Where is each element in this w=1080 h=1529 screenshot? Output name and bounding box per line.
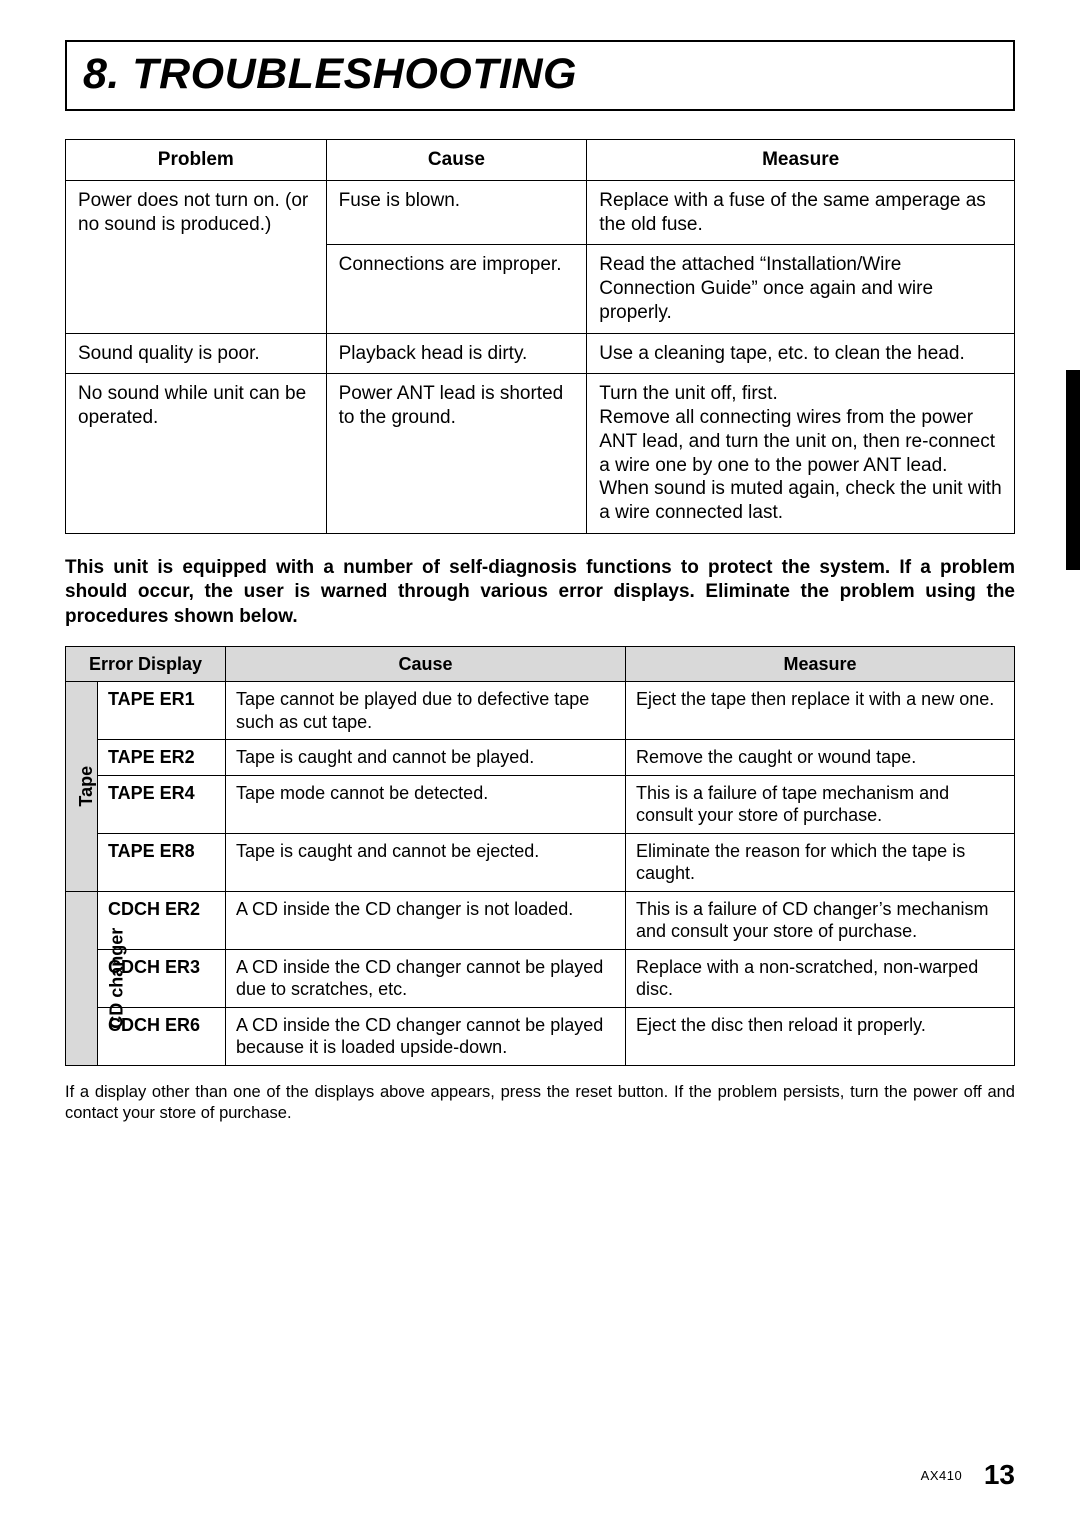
table-row: No sound while unit can be operated. Pow… <box>66 374 1015 534</box>
manual-page: 8. TROUBLESHOOTING Problem Cause Measure… <box>0 0 1080 1529</box>
cell-error-code: TAPE ER1 <box>98 682 226 740</box>
table-row: TAPE ER2 Tape is caught and cannot be pl… <box>66 740 1015 776</box>
col-header-problem: Problem <box>66 140 327 181</box>
cell-cause: A CD inside the CD changer cannot be pla… <box>226 1007 626 1065</box>
table-header-row: Error Display Cause Measure <box>66 646 1015 682</box>
table-row: TAPE ER4 Tape mode cannot be detected. T… <box>66 775 1015 833</box>
col-header-cause: Cause <box>326 140 587 181</box>
cell-measure: This is a failure of CD changer’s mechan… <box>626 891 1015 949</box>
table-header-row: Problem Cause Measure <box>66 140 1015 181</box>
cell-measure: Use a cleaning tape, etc. to clean the h… <box>587 333 1015 374</box>
page-footer: AX410 13 <box>921 1459 1015 1491</box>
section-title-box: 8. TROUBLESHOOTING <box>65 40 1015 111</box>
cell-cause: Tape is caught and cannot be played. <box>226 740 626 776</box>
page-number: 13 <box>984 1459 1015 1490</box>
cell-cause: Tape cannot be played due to defective t… <box>226 682 626 740</box>
table-row: Power does not turn on. (or no sound is … <box>66 180 1015 245</box>
cell-measure: Read the attached “Installation/Wire Con… <box>587 245 1015 333</box>
col-header-measure: Measure <box>626 646 1015 682</box>
cell-error-code: TAPE ER2 <box>98 740 226 776</box>
group-label-text: Tape <box>75 766 98 807</box>
intro-paragraph: This unit is equipped with a number of s… <box>65 556 1015 630</box>
cell-cause: A CD inside the CD changer cannot be pla… <box>226 949 626 1007</box>
cell-problem: Power does not turn on. (or no sound is … <box>66 180 327 333</box>
cell-problem: No sound while unit can be operated. <box>66 374 327 534</box>
table-row: CDCH ER6 A CD inside the CD changer cann… <box>66 1007 1015 1065</box>
cell-cause: Playback head is dirty. <box>326 333 587 374</box>
cell-measure: Replace with a non-scratched, non-warped… <box>626 949 1015 1007</box>
cell-measure: Eliminate the reason for which the tape … <box>626 833 1015 891</box>
cell-cause: Power ANT lead is shorted to the ground. <box>326 374 587 534</box>
cell-cause: Tape is caught and cannot be ejected. <box>226 833 626 891</box>
col-header-cause: Cause <box>226 646 626 682</box>
thumb-tab <box>1066 370 1080 570</box>
cell-cause: Tape mode cannot be detected. <box>226 775 626 833</box>
model-number: AX410 <box>921 1468 963 1483</box>
group-label-tape: Tape <box>66 682 98 892</box>
cell-measure: This is a failure of tape mechanism and … <box>626 775 1015 833</box>
table-row: CDCH ER3 A CD inside the CD changer cann… <box>66 949 1015 1007</box>
cell-measure: Replace with a fuse of the same amperage… <box>587 180 1015 245</box>
error-display-table: Error Display Cause Measure Tape TAPE ER… <box>65 646 1015 1066</box>
cell-problem: Sound quality is poor. <box>66 333 327 374</box>
cell-error-code: TAPE ER8 <box>98 833 226 891</box>
col-header-measure: Measure <box>587 140 1015 181</box>
cell-cause: Connections are improper. <box>326 245 587 333</box>
cell-error-code: TAPE ER4 <box>98 775 226 833</box>
troubleshooting-table: Problem Cause Measure Power does not tur… <box>65 139 1015 534</box>
table-row: CD changer CDCH ER2 A CD inside the CD c… <box>66 891 1015 949</box>
cell-cause: A CD inside the CD changer is not loaded… <box>226 891 626 949</box>
table-row: TAPE ER8 Tape is caught and cannot be ej… <box>66 833 1015 891</box>
cell-measure: Turn the unit off, first. Remove all con… <box>587 374 1015 534</box>
cell-measure: Eject the tape then replace it with a ne… <box>626 682 1015 740</box>
cell-cause: Fuse is blown. <box>326 180 587 245</box>
section-title: 8. TROUBLESHOOTING <box>83 50 577 98</box>
cell-measure: Eject the disc then reload it properly. <box>626 1007 1015 1065</box>
group-label-text: CD changer <box>105 928 128 1029</box>
table-row: Sound quality is poor. Playback head is … <box>66 333 1015 374</box>
cell-measure: Remove the caught or wound tape. <box>626 740 1015 776</box>
footnote: If a display other than one of the displ… <box>65 1082 1015 1123</box>
table-row: Tape TAPE ER1 Tape cannot be played due … <box>66 682 1015 740</box>
group-label-cdchanger: CD changer <box>66 891 98 1065</box>
col-header-error: Error Display <box>66 646 226 682</box>
